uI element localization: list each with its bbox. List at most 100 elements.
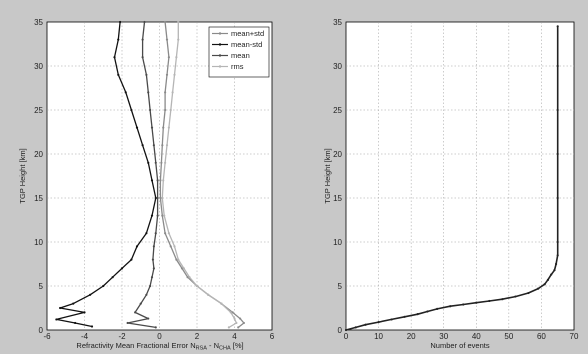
data-point <box>150 214 154 217</box>
data-point <box>175 56 178 59</box>
data-point <box>126 321 129 325</box>
data-point <box>527 291 530 295</box>
legend-marker <box>218 65 222 68</box>
y-tick-label: 35 <box>34 18 43 27</box>
x-tick-label: 70 <box>570 332 579 341</box>
data-point <box>235 321 238 325</box>
legend-label: mean <box>231 51 250 60</box>
data-point <box>111 276 114 279</box>
data-point <box>231 311 234 314</box>
data-point <box>426 310 429 313</box>
data-point <box>147 161 150 164</box>
data-point <box>164 20 167 24</box>
y-tick-label: 15 <box>333 194 342 203</box>
data-point <box>177 258 180 261</box>
data-point <box>175 258 178 261</box>
data-point <box>556 64 559 68</box>
data-point <box>150 179 154 182</box>
data-point <box>141 144 144 147</box>
y-tick-label: 5 <box>338 282 343 291</box>
data-point <box>124 91 127 94</box>
y-tick-label: 5 <box>39 282 44 291</box>
legend-label: rms <box>231 62 244 71</box>
left-chart: -6 -4 -2 0 2 4 6 0 5 10 15 20 25 30 35 Refractivity M… <box>18 18 275 352</box>
x-tick-label: 20 <box>407 332 416 341</box>
y-tick-label: 35 <box>333 18 342 27</box>
y-tick-label: 30 <box>333 62 342 71</box>
y-tick-label: 15 <box>34 194 43 203</box>
x-tick-label: 4 <box>232 332 237 341</box>
data-point <box>167 232 170 235</box>
x-tick-label: 0 <box>344 332 349 341</box>
data-point <box>152 267 155 270</box>
y-tick-label: 0 <box>39 326 44 335</box>
data-point <box>164 161 167 164</box>
data-point <box>83 311 86 314</box>
right-series <box>344 25 559 332</box>
legend-label: mean-std <box>231 40 262 49</box>
y-tick-label: 20 <box>34 150 43 159</box>
data-point <box>156 214 159 217</box>
data-point <box>102 284 105 288</box>
data-point <box>145 293 148 296</box>
data-point <box>556 254 559 257</box>
data-point <box>145 232 148 235</box>
data-point <box>488 299 491 303</box>
data-point <box>475 301 478 304</box>
data-point <box>161 214 164 217</box>
x-tick-label: 60 <box>537 332 546 341</box>
data-point <box>156 196 159 200</box>
data-point <box>152 144 155 147</box>
right-x-ticks: 0 10 20 30 40 50 60 70 <box>344 332 579 341</box>
data-point <box>134 311 137 314</box>
x-tick-label: 6 <box>270 332 275 341</box>
left-series <box>55 20 245 329</box>
right-y-ticks: 0 5 10 15 20 25 30 35 <box>333 18 342 335</box>
right-x-axis-label: Number of events <box>430 341 489 350</box>
data-point <box>188 276 191 279</box>
left-y-ticks: 0 5 10 15 20 25 30 35 <box>34 18 43 335</box>
data-point <box>220 302 223 305</box>
x-tick-label: -2 <box>118 332 126 341</box>
data-point <box>89 293 92 296</box>
data-point <box>554 262 558 266</box>
data-point <box>556 25 559 28</box>
data-point <box>167 126 170 129</box>
y-tick-label: 25 <box>333 106 342 115</box>
data-point <box>354 326 357 329</box>
right-chart: 0 10 20 30 40 50 60 70 0 5 10 15 20 25 30 35 Number of… <box>323 18 579 350</box>
data-point <box>233 317 236 320</box>
data-point <box>239 317 242 320</box>
data-point <box>154 161 157 164</box>
data-point <box>514 295 517 298</box>
legend-marker <box>218 54 222 57</box>
data-point <box>416 313 419 316</box>
data-point <box>556 152 559 156</box>
data-point <box>145 73 148 76</box>
data-point <box>156 179 159 182</box>
data-point <box>462 303 465 306</box>
data-point <box>169 108 172 112</box>
data-point <box>177 20 180 24</box>
data-point <box>90 325 94 328</box>
data-point <box>159 179 162 182</box>
legend-marker <box>218 32 222 35</box>
data-point <box>207 293 210 296</box>
data-point <box>550 273 553 276</box>
data-point <box>130 108 133 112</box>
data-point <box>152 245 155 248</box>
data-point <box>143 20 146 24</box>
data-point <box>237 326 240 329</box>
left-y-axis-label: TGP Height [km] <box>18 148 27 203</box>
data-point <box>546 278 550 281</box>
data-point <box>135 245 139 248</box>
data-point <box>227 326 230 329</box>
data-point <box>171 91 174 94</box>
data-point <box>164 108 167 112</box>
x-tick-label: 30 <box>439 332 448 341</box>
data-point <box>195 284 199 288</box>
data-point <box>165 38 169 41</box>
data-point <box>242 321 245 325</box>
data-point <box>403 315 406 318</box>
